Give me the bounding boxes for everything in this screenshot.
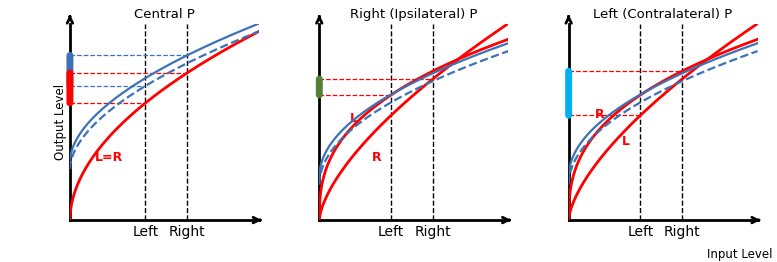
Title: Right (Ipsilateral) P: Right (Ipsilateral) P	[350, 8, 478, 21]
Text: L=R: L=R	[95, 151, 123, 164]
Y-axis label: Output Level: Output Level	[54, 84, 67, 160]
Text: L: L	[350, 112, 357, 125]
Title: Left (Contralateral) P: Left (Contralateral) P	[594, 8, 733, 21]
Text: L: L	[622, 135, 629, 148]
Text: R: R	[595, 108, 605, 121]
Text: Input Level: Input Level	[707, 248, 772, 261]
Text: R: R	[372, 151, 382, 164]
Title: Central P: Central P	[134, 8, 195, 21]
